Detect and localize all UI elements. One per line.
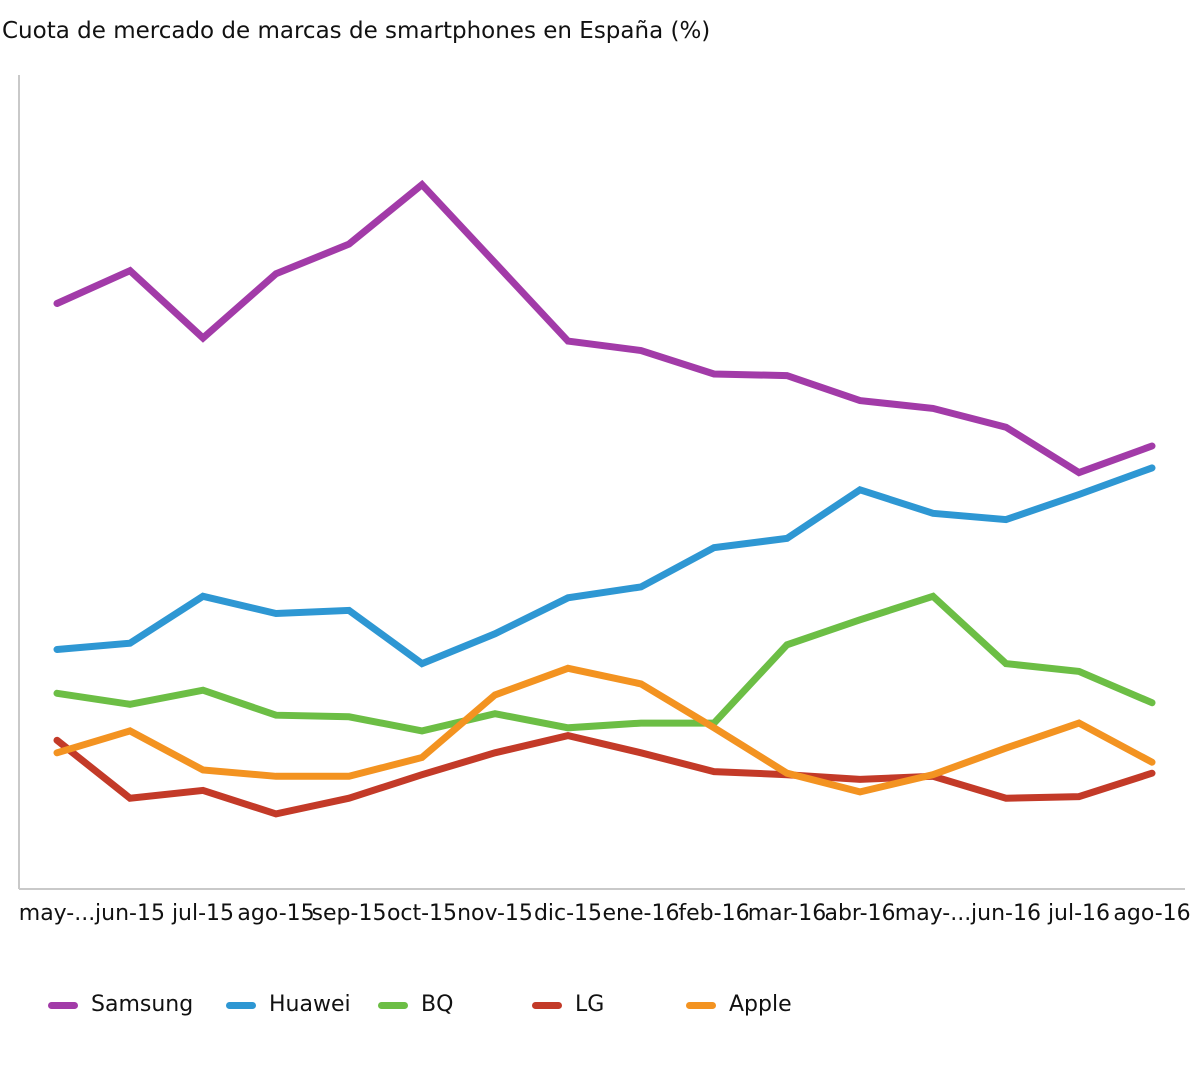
legend-item-huawei: Huawei bbox=[226, 992, 351, 1018]
x-tick-label: ene-16 bbox=[603, 901, 680, 926]
legend-label: Huawei bbox=[269, 992, 351, 1017]
legend-swatch-apple bbox=[686, 1001, 716, 1009]
x-tick-label: mar-16 bbox=[748, 901, 826, 926]
legend-swatch-huawei bbox=[226, 1001, 256, 1009]
series-line-lg bbox=[53, 732, 1156, 818]
legend-label: BQ bbox=[421, 992, 454, 1017]
legend-item-bq: BQ bbox=[378, 992, 453, 1018]
x-tick-label: jun-15 bbox=[94, 901, 165, 926]
legend-item-samsung: Samsung bbox=[48, 992, 193, 1018]
x-tick-label: abr-16 bbox=[824, 901, 895, 926]
x-tick-label: jun-16 bbox=[970, 901, 1041, 926]
x-tick-label: ago-16 bbox=[1113, 901, 1190, 926]
series-line-apple bbox=[53, 664, 1156, 796]
x-tick-label: nov-15 bbox=[457, 901, 533, 926]
legend-swatch-samsung bbox=[48, 1001, 78, 1009]
x-tick-label: ago-15 bbox=[237, 901, 314, 926]
x-tick-label: jul-15 bbox=[171, 901, 234, 926]
x-tick-label: oct-15 bbox=[387, 901, 457, 926]
legend-item-lg: LG bbox=[532, 992, 604, 1018]
x-tick-label: may-... bbox=[19, 901, 95, 926]
x-tick-label: dic-15 bbox=[534, 901, 602, 926]
legend-swatch-lg bbox=[532, 1001, 562, 1009]
legend-item-apple: Apple bbox=[686, 992, 792, 1018]
series-line-huawei bbox=[53, 464, 1156, 668]
legend-label: Samsung bbox=[91, 992, 194, 1017]
x-tick-label: jul-16 bbox=[1047, 901, 1110, 926]
x-tick-label: sep-15 bbox=[312, 901, 387, 926]
axes bbox=[18, 75, 1185, 890]
series-line-bq bbox=[53, 592, 1156, 735]
x-tick-label: feb-16 bbox=[678, 901, 749, 926]
series-line-samsung bbox=[53, 179, 1156, 477]
x-tick-label: may-... bbox=[895, 901, 971, 926]
chart-title: Cuota de mercado de marcas de smartphone… bbox=[2, 18, 711, 44]
legend-label: Apple bbox=[729, 992, 792, 1017]
legend-swatch-bq bbox=[378, 1001, 408, 1009]
legend-label: LG bbox=[575, 992, 605, 1017]
